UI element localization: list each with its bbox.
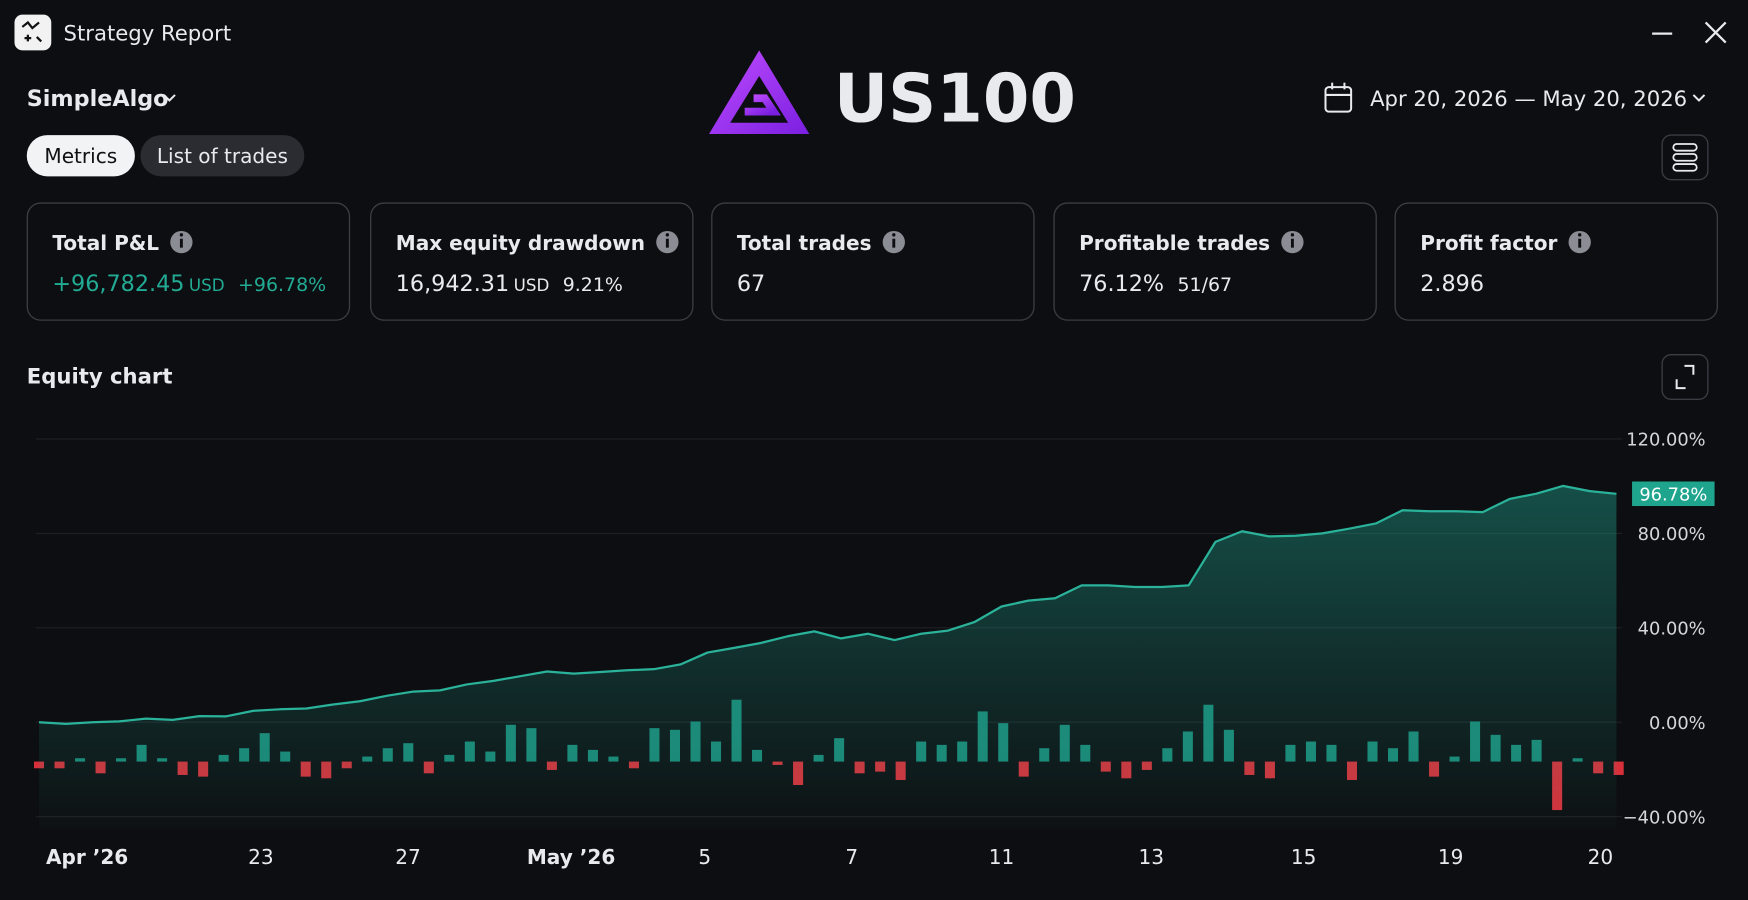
date-chevron[interactable] (1692, 94, 1706, 102)
x-tick-label: 23 (248, 845, 274, 869)
last-value-tag (1632, 481, 1715, 507)
x-tick-label: Apr ’26 (46, 845, 128, 869)
metric-label: Profit factor (1420, 231, 1557, 255)
tab-label[interactable]: Metrics (44, 144, 117, 168)
info-dot (892, 233, 896, 237)
unit: USD (189, 275, 225, 295)
info-stem (1578, 238, 1582, 248)
x-tick-label: 13 (1138, 845, 1164, 869)
close-button[interactable] (1704, 21, 1727, 44)
dropdown-chevron[interactable] (163, 94, 176, 102)
window-title: Strategy Report (64, 20, 232, 45)
x-tick-label: 7 (845, 845, 858, 869)
x-tick-label: 19 (1438, 845, 1464, 869)
x-tick-label: 20 (1588, 845, 1614, 869)
info-dot (1290, 233, 1295, 237)
tab-label[interactable]: List of trades (157, 144, 288, 168)
metric-card (370, 202, 694, 321)
value: 2.896 (1420, 271, 1484, 297)
menu-button[interactable] (1661, 134, 1709, 181)
metric-label: Profitable trades (1079, 231, 1270, 255)
metric-label: Total P&L (52, 231, 159, 255)
y-tick-label: −40.00% (1623, 807, 1706, 828)
metric-value: +96,782.45 USD +96.78% (52, 271, 326, 297)
symbol: US100 (834, 60, 1076, 138)
metric-card (1053, 202, 1377, 321)
chart-title: Equity chart (27, 364, 173, 389)
value: 67 (737, 271, 765, 297)
x-tick-label: 5 (698, 845, 711, 869)
unit: USD (514, 275, 550, 295)
extra: 51/67 (1177, 274, 1232, 296)
app-icon (14, 14, 52, 51)
info-icon[interactable] (170, 230, 193, 254)
y-tick-label: 0.00% (1649, 713, 1706, 734)
x-tick-label: 27 (395, 845, 421, 869)
metric-card (26, 202, 351, 321)
info-dot (179, 233, 184, 237)
metric-value: 67 (737, 271, 765, 297)
calendar-icon[interactable] (1324, 82, 1353, 113)
equity-line (38, 484, 1617, 726)
metric-value: 2.896 (1420, 271, 1484, 297)
info-stem (665, 238, 669, 248)
extra: 9.21% (563, 274, 623, 296)
logo (709, 50, 810, 134)
x-tick-label: 15 (1291, 845, 1317, 869)
x-tick-label: 11 (989, 845, 1015, 869)
equity-area (39, 485, 1617, 829)
extra: +96.78% (238, 274, 326, 296)
strategy-name[interactable]: SimpleAlgo (27, 86, 169, 112)
date-range[interactable]: Apr 20, 2026 — May 20, 2026 (1370, 86, 1687, 111)
last-value-label: 96.78% (1639, 484, 1707, 505)
tab-active[interactable] (26, 135, 135, 177)
metric-card (1394, 202, 1719, 321)
value: 76.12% (1079, 271, 1164, 297)
equity-chart: 120.00% 80.00% 40.00% 0.00% −40.00% Apr ’26 23… (34, 430, 1715, 869)
metric-cards: Total P&L+96,782.45 USD +96.78%Max equity … (26, 202, 1719, 321)
trade-bar (1613, 761, 1624, 775)
info-icon[interactable] (656, 230, 679, 254)
x-tick-label: May ’26 (527, 845, 615, 869)
info-icon[interactable] (882, 230, 905, 254)
info-icon[interactable] (1568, 230, 1591, 254)
value: +96,782.45 (52, 271, 184, 297)
y-tick-label: 80.00% (1638, 524, 1706, 545)
metric-label: Total trades (737, 231, 872, 255)
info-stem (1290, 238, 1294, 248)
y-tick-label: 40.00% (1638, 618, 1706, 639)
info-dot (665, 233, 670, 237)
metric-value: 16,942.31 USD 9.21% (396, 271, 623, 297)
info-stem (892, 238, 896, 248)
value: 16,942.31 (396, 271, 509, 297)
metric-label: Max equity drawdown (396, 231, 645, 255)
y-tick-label: 120.00% (1626, 430, 1705, 451)
info-dot (1578, 233, 1582, 237)
expand-button[interactable] (1661, 354, 1709, 400)
info-icon[interactable] (1281, 230, 1304, 254)
info-stem (179, 238, 183, 248)
metric-card (711, 202, 1035, 321)
metric-value: 76.12% 51/67 (1079, 271, 1232, 297)
tab[interactable] (140, 135, 305, 177)
